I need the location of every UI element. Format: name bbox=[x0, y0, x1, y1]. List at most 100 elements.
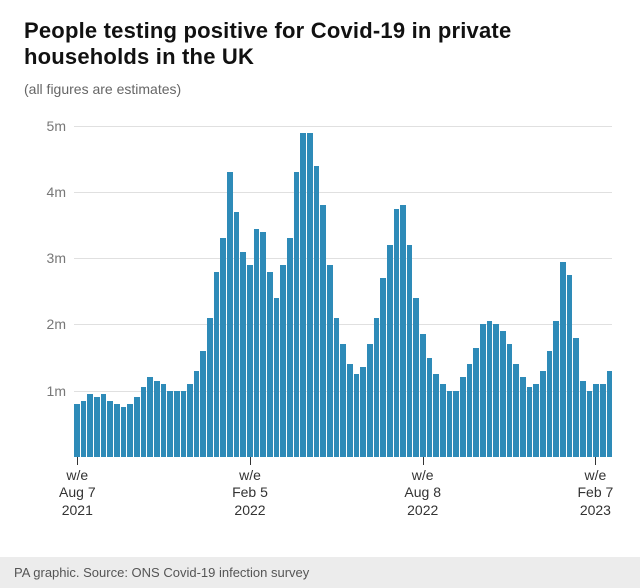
y-tick-label: 4m bbox=[30, 184, 66, 200]
bar bbox=[520, 377, 526, 456]
y-tick-label: 2m bbox=[30, 316, 66, 332]
chart-subtitle: (all figures are estimates) bbox=[24, 81, 616, 97]
bar bbox=[134, 397, 140, 457]
bar bbox=[593, 384, 599, 457]
bar bbox=[294, 172, 300, 456]
bar bbox=[121, 407, 127, 457]
bar bbox=[354, 374, 360, 457]
bar bbox=[214, 272, 220, 457]
bar bbox=[347, 364, 353, 457]
bar bbox=[507, 344, 513, 456]
bar bbox=[387, 245, 393, 457]
bar bbox=[127, 404, 133, 457]
bar bbox=[487, 321, 493, 457]
bar bbox=[600, 384, 606, 457]
bar bbox=[533, 384, 539, 457]
bar bbox=[560, 262, 566, 457]
bar bbox=[440, 384, 446, 457]
bar bbox=[260, 232, 266, 457]
bar bbox=[394, 209, 400, 457]
bar bbox=[280, 265, 286, 457]
y-tick-label: 3m bbox=[30, 250, 66, 266]
bar bbox=[427, 358, 433, 457]
bar bbox=[327, 265, 333, 457]
x-tick bbox=[423, 457, 424, 465]
bar bbox=[207, 318, 213, 457]
bar bbox=[147, 377, 153, 456]
bar bbox=[580, 381, 586, 457]
bar bbox=[413, 298, 419, 457]
bar bbox=[547, 351, 553, 457]
y-tick-label: 1m bbox=[30, 383, 66, 399]
bar bbox=[154, 381, 160, 457]
chart-container: People testing positive for Covid-19 in … bbox=[0, 0, 640, 588]
bar bbox=[267, 272, 273, 457]
bar bbox=[254, 229, 260, 457]
bar bbox=[234, 212, 240, 457]
bar bbox=[553, 321, 559, 457]
bar bbox=[500, 331, 506, 457]
bar bbox=[141, 387, 147, 456]
plot-region: 1m2m3m4m5m bbox=[74, 113, 612, 457]
bar bbox=[287, 238, 293, 456]
bar bbox=[400, 205, 406, 456]
bar bbox=[587, 391, 593, 457]
bar bbox=[220, 238, 226, 456]
x-tick bbox=[250, 457, 251, 465]
bar bbox=[527, 387, 533, 456]
chart-area: 1m2m3m4m5m w/eAug 72021w/eFeb 52022w/eAu… bbox=[24, 105, 616, 525]
source-footer: PA graphic. Source: ONS Covid-19 infecti… bbox=[0, 557, 640, 588]
bar bbox=[367, 344, 373, 456]
y-tick-label: 5m bbox=[30, 118, 66, 134]
bar bbox=[181, 391, 187, 457]
bar bbox=[334, 318, 340, 457]
bar bbox=[573, 338, 579, 457]
bar bbox=[567, 275, 573, 457]
bar bbox=[433, 374, 439, 457]
bar bbox=[161, 384, 167, 457]
bar bbox=[227, 172, 233, 456]
x-tick-label: w/eAug 72021 bbox=[59, 467, 96, 520]
x-axis: w/eAug 72021w/eFeb 52022w/eAug 82022w/eF… bbox=[74, 457, 612, 525]
bar bbox=[174, 391, 180, 457]
bar bbox=[447, 391, 453, 457]
bar bbox=[607, 371, 613, 457]
bar bbox=[314, 166, 320, 457]
bar bbox=[480, 324, 486, 456]
bar bbox=[114, 404, 120, 457]
bar bbox=[307, 133, 313, 457]
bar bbox=[540, 371, 546, 457]
bars-group bbox=[74, 113, 612, 457]
bar bbox=[101, 394, 107, 457]
bar bbox=[460, 377, 466, 456]
bar bbox=[74, 404, 80, 457]
bar bbox=[167, 391, 173, 457]
bar bbox=[187, 384, 193, 457]
bar bbox=[87, 394, 93, 457]
bar bbox=[94, 397, 100, 457]
x-tick bbox=[77, 457, 78, 465]
bar bbox=[320, 205, 326, 456]
bar bbox=[247, 265, 253, 457]
bar bbox=[407, 245, 413, 457]
x-tick-label: w/eFeb 52022 bbox=[232, 467, 268, 520]
bar bbox=[493, 324, 499, 456]
bar bbox=[467, 364, 473, 457]
chart-title: People testing positive for Covid-19 in … bbox=[24, 18, 616, 71]
x-tick-label: w/eFeb 72023 bbox=[577, 467, 613, 520]
bar bbox=[360, 367, 366, 456]
x-tick-label: w/eAug 82022 bbox=[404, 467, 441, 520]
bar bbox=[107, 401, 113, 457]
bar bbox=[473, 348, 479, 457]
bar bbox=[200, 351, 206, 457]
bar bbox=[300, 133, 306, 457]
bar bbox=[194, 371, 200, 457]
bar bbox=[374, 318, 380, 457]
bar bbox=[380, 278, 386, 457]
bar bbox=[513, 364, 519, 457]
bar bbox=[420, 334, 426, 456]
bar bbox=[240, 252, 246, 457]
bar bbox=[340, 344, 346, 456]
bar bbox=[453, 391, 459, 457]
bar bbox=[274, 298, 280, 457]
